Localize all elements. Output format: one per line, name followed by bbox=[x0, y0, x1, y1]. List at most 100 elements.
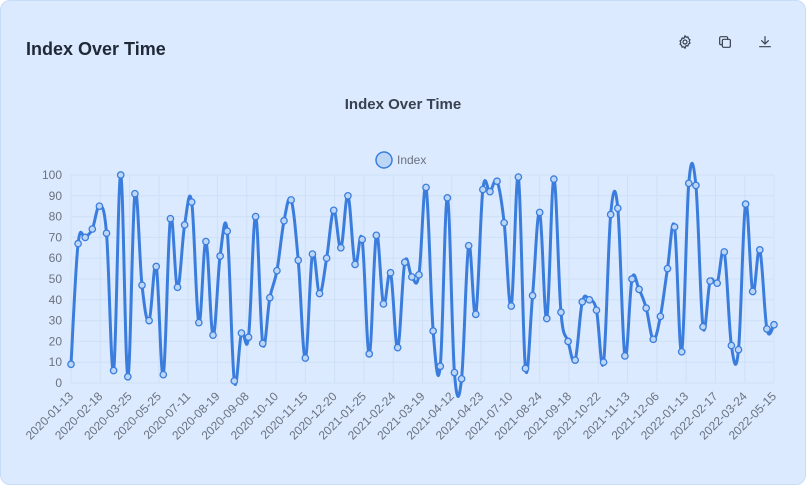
data-point[interactable] bbox=[734, 345, 743, 354]
data-point[interactable] bbox=[663, 264, 672, 273]
data-point[interactable] bbox=[209, 331, 217, 340]
data-point[interactable] bbox=[230, 377, 239, 385]
settings-icon[interactable] bbox=[675, 32, 695, 52]
data-point[interactable] bbox=[628, 275, 636, 283]
data-point[interactable] bbox=[67, 360, 75, 369]
data-point[interactable] bbox=[479, 185, 487, 194]
data-point[interactable] bbox=[159, 370, 168, 379]
copy-icon[interactable] bbox=[715, 32, 735, 52]
data-point[interactable] bbox=[464, 241, 473, 250]
data-point[interactable] bbox=[656, 312, 665, 321]
data-point[interactable] bbox=[145, 316, 153, 325]
data-point[interactable] bbox=[514, 173, 523, 181]
data-point[interactable] bbox=[635, 285, 643, 294]
data-point[interactable] bbox=[187, 198, 196, 206]
data-point[interactable] bbox=[74, 239, 82, 248]
data-point[interactable] bbox=[95, 202, 104, 211]
legend[interactable]: Index bbox=[375, 151, 426, 169]
data-point[interactable] bbox=[329, 206, 338, 215]
data-point[interactable] bbox=[202, 237, 210, 246]
data-point[interactable] bbox=[287, 196, 295, 204]
data-point[interactable] bbox=[486, 187, 494, 196]
data-point[interactable] bbox=[770, 320, 778, 329]
data-point[interactable] bbox=[706, 277, 714, 285]
data-point[interactable] bbox=[379, 300, 388, 308]
data-point[interactable] bbox=[592, 306, 601, 315]
data-point[interactable] bbox=[81, 233, 90, 242]
data-point[interactable] bbox=[138, 281, 146, 290]
download-icon[interactable] bbox=[755, 32, 775, 52]
data-point[interactable] bbox=[436, 362, 445, 371]
data-point[interactable] bbox=[301, 354, 310, 362]
data-point[interactable] bbox=[400, 258, 409, 267]
data-point[interactable] bbox=[216, 252, 224, 260]
data-point[interactable] bbox=[699, 322, 707, 331]
data-point[interactable] bbox=[422, 183, 430, 192]
data-point[interactable] bbox=[415, 270, 423, 279]
data-point[interactable] bbox=[166, 214, 175, 223]
data-point[interactable] bbox=[642, 304, 651, 312]
data-point[interactable] bbox=[450, 368, 459, 377]
data-point[interactable] bbox=[180, 221, 189, 229]
data-point[interactable] bbox=[507, 302, 516, 310]
data-point[interactable] bbox=[471, 310, 480, 319]
data-point[interactable] bbox=[194, 318, 203, 327]
data-point[interactable] bbox=[393, 343, 402, 352]
data-point[interactable] bbox=[493, 177, 501, 186]
data-point[interactable] bbox=[407, 273, 416, 281]
data-point[interactable] bbox=[621, 352, 629, 360]
data-point[interactable] bbox=[443, 194, 452, 202]
data-point[interactable] bbox=[677, 347, 686, 356]
data-point[interactable] bbox=[365, 350, 374, 358]
data-point[interactable] bbox=[88, 225, 97, 233]
data-point[interactable] bbox=[258, 339, 267, 348]
data-point[interactable] bbox=[763, 325, 771, 333]
data-point[interactable] bbox=[550, 175, 558, 184]
data-point[interactable] bbox=[557, 308, 565, 317]
data-point[interactable] bbox=[251, 212, 260, 221]
data-point[interactable] bbox=[613, 204, 622, 213]
data-point[interactable] bbox=[237, 329, 246, 337]
data-point[interactable] bbox=[429, 327, 438, 335]
data-point[interactable] bbox=[265, 293, 274, 302]
data-point[interactable] bbox=[116, 171, 125, 179]
data-point[interactable] bbox=[358, 235, 366, 244]
data-point[interactable] bbox=[244, 333, 253, 342]
data-point[interactable] bbox=[386, 268, 395, 277]
data-point[interactable] bbox=[500, 218, 509, 227]
data-point[interactable] bbox=[280, 216, 288, 225]
data-point[interactable] bbox=[585, 295, 594, 304]
data-point[interactable] bbox=[748, 287, 757, 296]
data-point[interactable] bbox=[273, 266, 281, 275]
data-point[interactable] bbox=[727, 341, 736, 350]
data-point[interactable] bbox=[315, 289, 324, 298]
data-point[interactable] bbox=[131, 189, 139, 198]
data-point[interactable] bbox=[606, 210, 615, 219]
data-point[interactable] bbox=[344, 191, 352, 200]
data-point[interactable] bbox=[713, 279, 722, 288]
data-point[interactable] bbox=[521, 364, 530, 373]
data-point[interactable] bbox=[372, 231, 381, 240]
data-point[interactable] bbox=[542, 314, 551, 323]
data-point[interactable] bbox=[564, 337, 572, 346]
data-point[interactable] bbox=[599, 358, 608, 367]
data-point[interactable] bbox=[152, 262, 161, 271]
data-point[interactable] bbox=[322, 254, 331, 263]
data-point[interactable] bbox=[102, 229, 111, 238]
data-point[interactable] bbox=[223, 227, 232, 236]
data-point[interactable] bbox=[109, 366, 118, 375]
data-point[interactable] bbox=[755, 246, 764, 254]
data-point[interactable] bbox=[692, 181, 700, 190]
data-point[interactable] bbox=[535, 208, 544, 217]
data-point[interactable] bbox=[741, 200, 750, 208]
data-point[interactable] bbox=[670, 223, 679, 231]
data-point[interactable] bbox=[578, 298, 587, 306]
data-point[interactable] bbox=[336, 243, 345, 252]
data-point[interactable] bbox=[123, 372, 132, 381]
data-point[interactable] bbox=[684, 179, 693, 188]
data-point[interactable] bbox=[649, 335, 658, 344]
data-point[interactable] bbox=[294, 256, 303, 265]
data-point[interactable] bbox=[720, 248, 729, 256]
data-point[interactable] bbox=[457, 374, 466, 383]
data-point[interactable] bbox=[173, 283, 182, 292]
